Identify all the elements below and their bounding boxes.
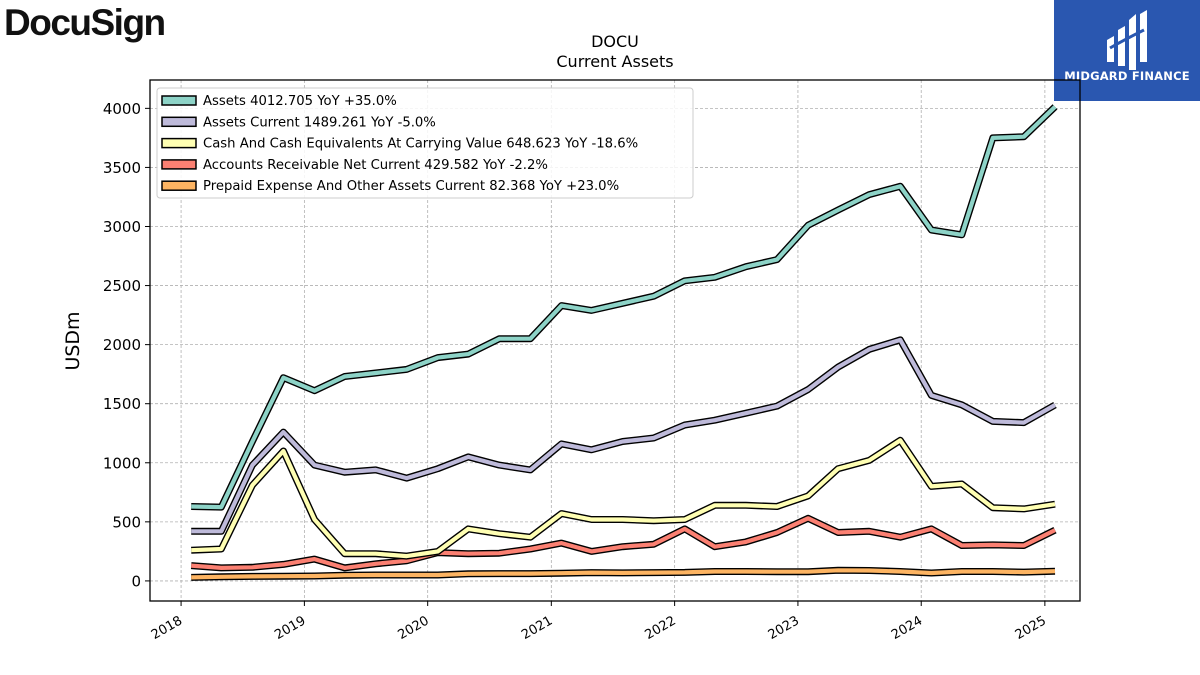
legend-entry: Accounts Receivable Net Current 429.582 … (203, 158, 548, 173)
x-tick-label: 2022 (642, 613, 678, 643)
y-tick-label: 1500 (103, 395, 141, 413)
legend-box (156, 87, 694, 199)
y-axis: 0 500 1000 1500 2000 2500 3000 3500 4000 (103, 100, 150, 590)
series-line (191, 337, 1057, 534)
legend-entry: Prepaid Expense And Other Assets Current… (203, 179, 619, 194)
series-line-outline (191, 436, 1056, 560)
series-lines (190, 104, 1058, 581)
series-assets-current (191, 336, 1057, 535)
x-tick-label: 2019 (272, 613, 308, 643)
y-tick-label: 3500 (103, 159, 141, 177)
legend-entry: Cash And Cash Equivalents At Carrying Va… (203, 137, 638, 152)
x-tick-label: 2018 (149, 613, 185, 643)
y-tick-label: 2000 (103, 336, 141, 354)
x-tick-label: 2025 (1013, 613, 1049, 643)
y-tick-label: 2500 (103, 277, 141, 295)
midgard-emblem-icon (1107, 10, 1147, 70)
legend-swatch (161, 180, 197, 191)
plot-frame (149, 79, 1081, 602)
x-tick-label: 2020 (396, 613, 432, 643)
series-line (191, 438, 1056, 559)
series-line (191, 516, 1056, 571)
legend-swatch (161, 159, 197, 170)
series-line-outline (191, 336, 1057, 535)
y-axis-label: USDm (62, 311, 84, 370)
legend-swatch (161, 137, 197, 149)
series-assets (191, 104, 1058, 511)
legend-entry: Assets Current 1489.261 YoY -5.0% (203, 115, 436, 130)
x-tick-label: 2021 (519, 613, 555, 643)
x-axis: 2018 2019 2020 2021 2022 2023 2024 2025 (149, 601, 1049, 643)
series-line (191, 568, 1056, 580)
chart-subtitle: Current Assets (556, 52, 673, 71)
legend-swatch (161, 116, 197, 128)
docusign-logo: DocuSign (4, 2, 166, 43)
x-tick-label: 2023 (766, 613, 802, 643)
y-tick-label: 0 (131, 572, 141, 590)
chart-title: DOCU (591, 32, 639, 51)
series-line (191, 105, 1057, 510)
midgard-finance-wordmark: MIDGARD FINANCE (1064, 69, 1190, 83)
midgard-finance-logo: MIDGARD FINANCE (1054, 0, 1200, 101)
series-accounts-receivable-net-current (190, 514, 1057, 572)
y-tick-label: 3000 (103, 218, 141, 236)
series-prepaid-expense-and-other-assets-current (191, 566, 1056, 581)
y-tick-label: 500 (112, 513, 141, 531)
legend-swatch (161, 95, 197, 106)
y-tick-label: 4000 (103, 100, 141, 118)
legend-entry: Assets 4012.705 YoY +35.0% (203, 94, 397, 109)
y-tick-label: 1000 (103, 454, 141, 472)
legend: Assets 4012.705 YoY +35.0% Assets Current… (156, 87, 694, 199)
x-tick-label: 2024 (889, 613, 925, 643)
series-cash-and-cash-equivalents-at-carrying-value (191, 436, 1056, 560)
